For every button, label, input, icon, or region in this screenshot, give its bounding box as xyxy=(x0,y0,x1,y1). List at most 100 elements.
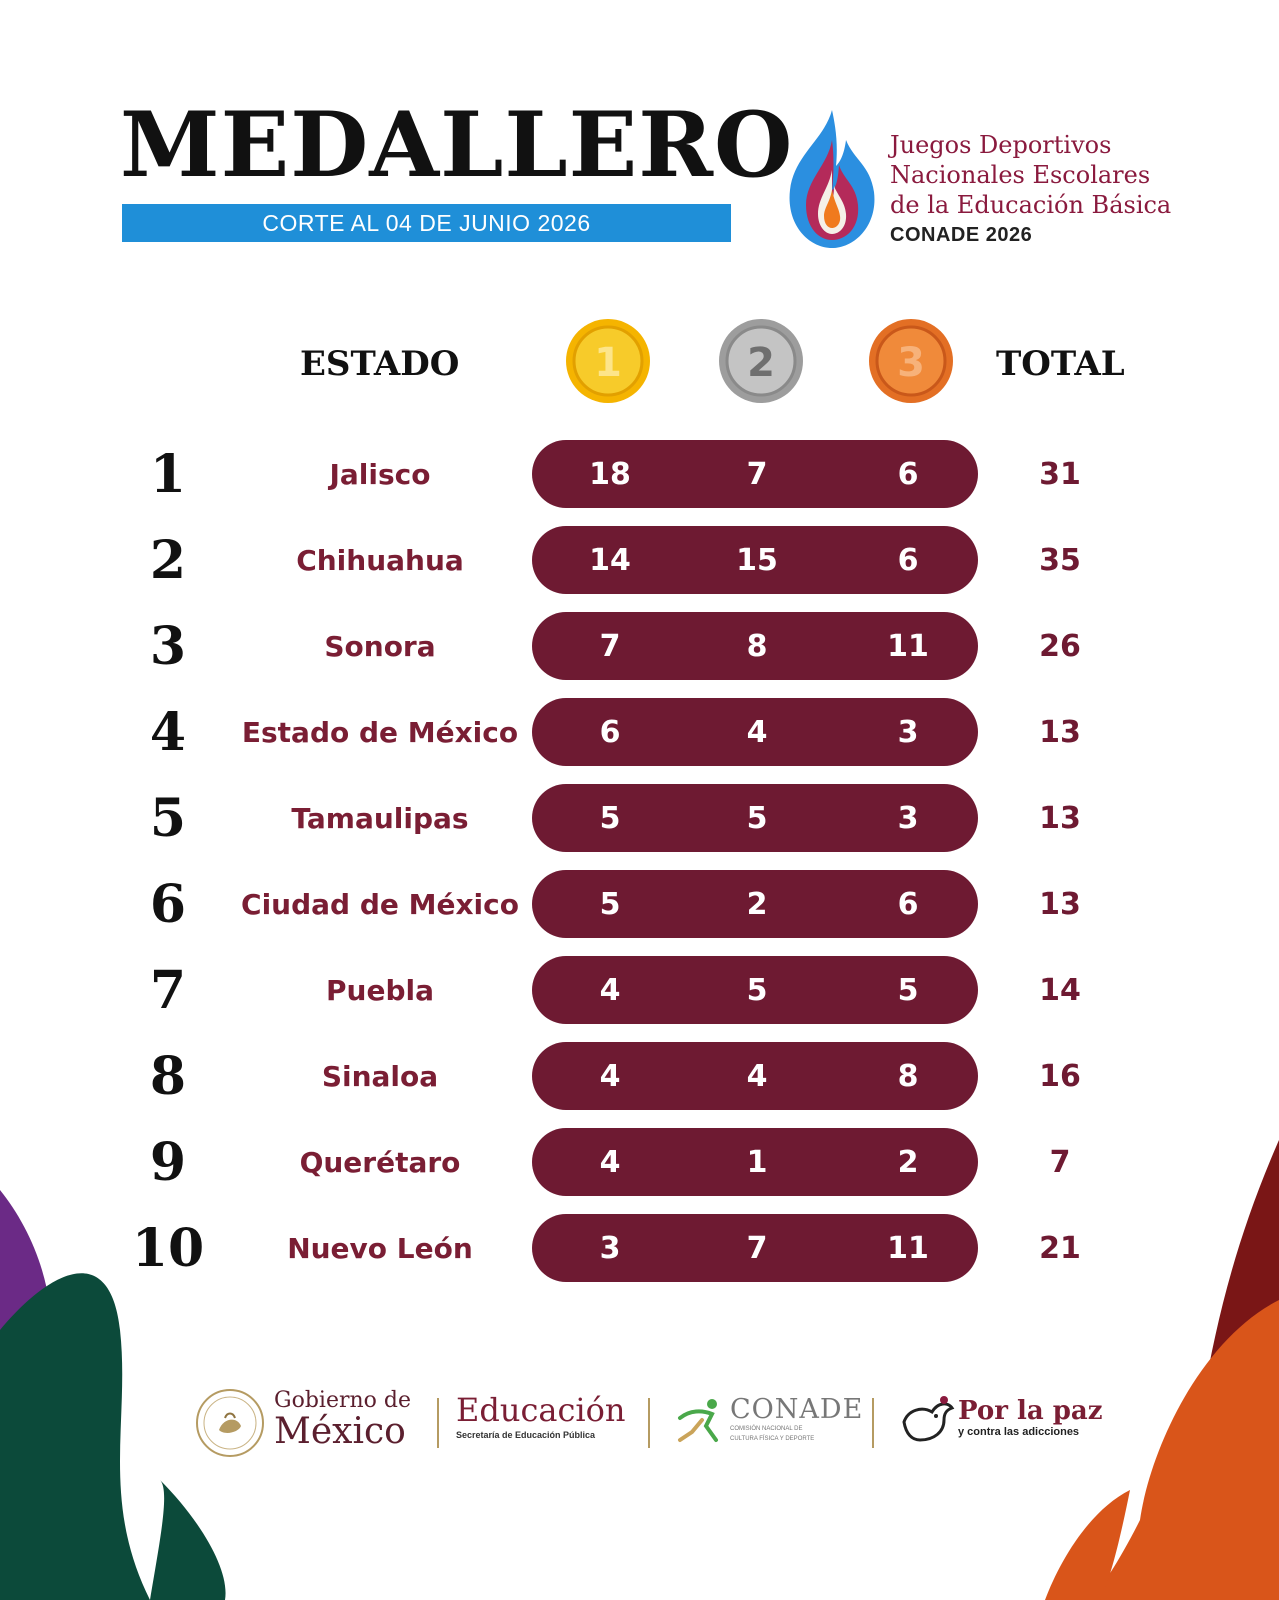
total-count: 31 xyxy=(1039,456,1081,492)
silver-count: 8 xyxy=(746,628,768,664)
gold-medal-icon: 1 xyxy=(566,319,650,403)
bronze-count: 6 xyxy=(897,886,919,922)
gold-medal-number: 1 xyxy=(594,340,622,386)
medal-count-pill: 5 2 6 xyxy=(532,870,978,938)
silver-medal-icon: 2 xyxy=(719,319,803,403)
state-name: Chihuahua xyxy=(296,543,464,577)
event-logo-line1: Juegos Deportivos xyxy=(890,131,1112,159)
medal-count-pill: 3 7 11 xyxy=(532,1214,978,1282)
state-name: Ciudad de México xyxy=(241,887,519,921)
state-name: Querétaro xyxy=(299,1145,461,1179)
silver-count: 5 xyxy=(746,800,768,836)
rank-number: 3 xyxy=(149,615,187,677)
event-logo-text: Juegos Deportivos Nacionales Escolares d… xyxy=(890,130,1171,250)
conade-line2: COMISIÓN NACIONAL DE xyxy=(730,1426,803,1432)
divider xyxy=(872,1398,874,1448)
state-name: Jalisco xyxy=(329,457,431,491)
flame-icon xyxy=(789,110,875,248)
gold-count: 5 xyxy=(599,886,621,922)
silver-count: 7 xyxy=(746,1230,768,1266)
table-row: 1 Jalisco 18 7 6 31 xyxy=(0,440,1279,508)
silver-medal-number: 2 xyxy=(747,340,775,386)
total-count: 35 xyxy=(1039,542,1081,578)
deco-green-shape xyxy=(0,1273,150,1600)
page-title: MEDALLERO xyxy=(120,92,794,198)
state-name: Sinaloa xyxy=(321,1059,439,1093)
state-name: Nuevo León xyxy=(287,1231,473,1265)
medal-count-pill: 4 4 8 xyxy=(532,1042,978,1110)
rank-number: 7 xyxy=(149,959,187,1021)
divider xyxy=(648,1398,650,1448)
event-logo-line4: CONADE 2026 xyxy=(890,224,1033,246)
paz-line1: Por la paz xyxy=(958,1396,1103,1426)
dove-icon xyxy=(902,1396,955,1442)
table-row: 4 Estado de México 6 4 3 13 xyxy=(0,698,1279,766)
medal-count-pill: 4 5 5 xyxy=(532,956,978,1024)
bronze-medal-icon: 3 xyxy=(869,319,953,403)
silver-count: 7 xyxy=(746,456,768,492)
rank-number: 4 xyxy=(149,701,187,763)
rank-number: 6 xyxy=(149,873,187,935)
silver-count: 5 xyxy=(746,972,768,1008)
educacion-line2: Secretaría de Educación Pública xyxy=(456,1430,596,1440)
conade-logo: CONADE COMISIÓN NACIONAL DE CULTURA FÍSI… xyxy=(730,1396,863,1443)
table-row: 2 Chihuahua 14 15 6 35 xyxy=(0,526,1279,594)
educacion-logo: Educación Secretaría de Educación Públic… xyxy=(456,1394,625,1440)
gold-count: 18 xyxy=(589,456,631,492)
total-count: 26 xyxy=(1039,628,1081,664)
bronze-count: 6 xyxy=(897,456,919,492)
bronze-count: 2 xyxy=(897,1144,919,1180)
gobierno-line2: México xyxy=(274,1411,406,1452)
bronze-count: 8 xyxy=(897,1058,919,1094)
medal-count-pill: 6 4 3 xyxy=(532,698,978,766)
gobierno-line1: Gobierno de xyxy=(274,1388,411,1413)
table-row: 7 Puebla 4 5 5 14 xyxy=(0,956,1279,1024)
total-count: 13 xyxy=(1039,714,1081,750)
silver-count: 15 xyxy=(736,542,778,578)
silver-count: 4 xyxy=(746,714,768,750)
conade-line1: CONADE xyxy=(730,1394,864,1425)
cut-date-label: CORTE AL 04 DE JUNIO 2026 xyxy=(262,209,591,236)
table-row: 3 Sonora 7 8 11 26 xyxy=(0,612,1279,680)
event-logo-line2: Nacionales Escolares xyxy=(890,161,1151,189)
rank-number: 1 xyxy=(149,443,187,505)
medal-count-pill: 5 5 3 xyxy=(532,784,978,852)
gold-count: 4 xyxy=(599,1144,621,1180)
gold-count: 14 xyxy=(589,542,631,578)
total-count: 14 xyxy=(1039,972,1081,1008)
bronze-count: 5 xyxy=(897,972,919,1008)
rank-number: 5 xyxy=(149,787,187,849)
silver-count: 4 xyxy=(746,1058,768,1094)
medal-count-pill: 14 15 6 xyxy=(532,526,978,594)
medal-count-pill: 7 8 11 xyxy=(532,612,978,680)
total-count: 7 xyxy=(1049,1144,1071,1180)
table-row: 10 Nuevo León 3 7 11 21 xyxy=(0,1214,1279,1282)
divider xyxy=(437,1398,439,1448)
event-logo-line3: de la Educación Básica xyxy=(890,191,1172,219)
bronze-count: 6 xyxy=(897,542,919,578)
educacion-line1: Educación xyxy=(456,1391,626,1429)
bronze-count: 11 xyxy=(887,628,929,664)
runner-icon xyxy=(678,1399,718,1442)
state-name: Sonora xyxy=(324,629,436,663)
silver-count: 2 xyxy=(746,886,768,922)
national-seal-icon xyxy=(196,1389,264,1457)
total-count: 21 xyxy=(1039,1230,1081,1266)
gobierno-logo: Gobierno de México xyxy=(274,1390,411,1450)
silver-count: 1 xyxy=(746,1144,768,1180)
bronze-count: 3 xyxy=(897,714,919,750)
paz-logo: Por la paz y contra las adicciones xyxy=(958,1398,1103,1438)
rank-number: 2 xyxy=(149,529,187,591)
gold-count: 5 xyxy=(599,800,621,836)
rank-number: 8 xyxy=(149,1045,187,1107)
conade-line3: CULTURA FÍSICA Y DEPORTE xyxy=(730,1436,815,1442)
table-row: 5 Tamaulipas 5 5 3 13 xyxy=(0,784,1279,852)
deco-green-shape-2 xyxy=(150,1480,226,1600)
deco-orange-shape xyxy=(1090,1300,1279,1600)
table-row: 6 Ciudad de México 5 2 6 13 xyxy=(0,870,1279,938)
gold-count: 4 xyxy=(599,1058,621,1094)
deco-orange-shape-2 xyxy=(1045,1490,1130,1600)
state-name: Tamaulipas xyxy=(291,801,469,835)
column-header-total: TOTAL xyxy=(996,344,1125,384)
footer-logos: Gobierno de México Educación Secretaría … xyxy=(0,1386,1279,1466)
